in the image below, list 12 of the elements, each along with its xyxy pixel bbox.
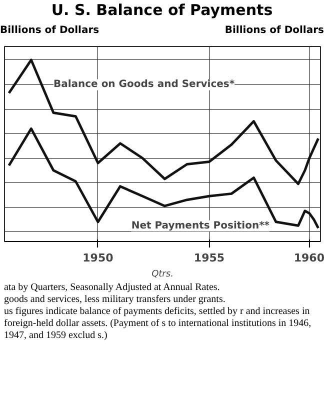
x-tick-label: 1960 xyxy=(294,252,324,264)
series-label: Balance on Goods and Services* xyxy=(53,79,236,90)
y-axis-title: Billions of Dollars xyxy=(0,24,100,38)
x-tick-label: 1955 xyxy=(194,252,225,264)
text: goods and services, less military transfers under grants. xyxy=(4,294,226,305)
text: ata by Quarters, Seasonally Adjusted at Annual Rates. xyxy=(4,282,220,293)
x-axis-title: Qtrs. xyxy=(152,270,174,280)
y2-axis-title: Billions of Dollars xyxy=(224,24,324,38)
x-tick-label: 1950 xyxy=(82,252,114,264)
chart-title: U. S. Balance of Payments xyxy=(51,0,273,21)
series-label: Net Payments Position** xyxy=(131,220,270,232)
text: us figures indicate balance of payments deficits, settled by r and increases in foreign-held dollar assets. (Payment of s to international institutions in 1946, 1947, and 1959 exclud s.) xyxy=(4,306,312,341)
